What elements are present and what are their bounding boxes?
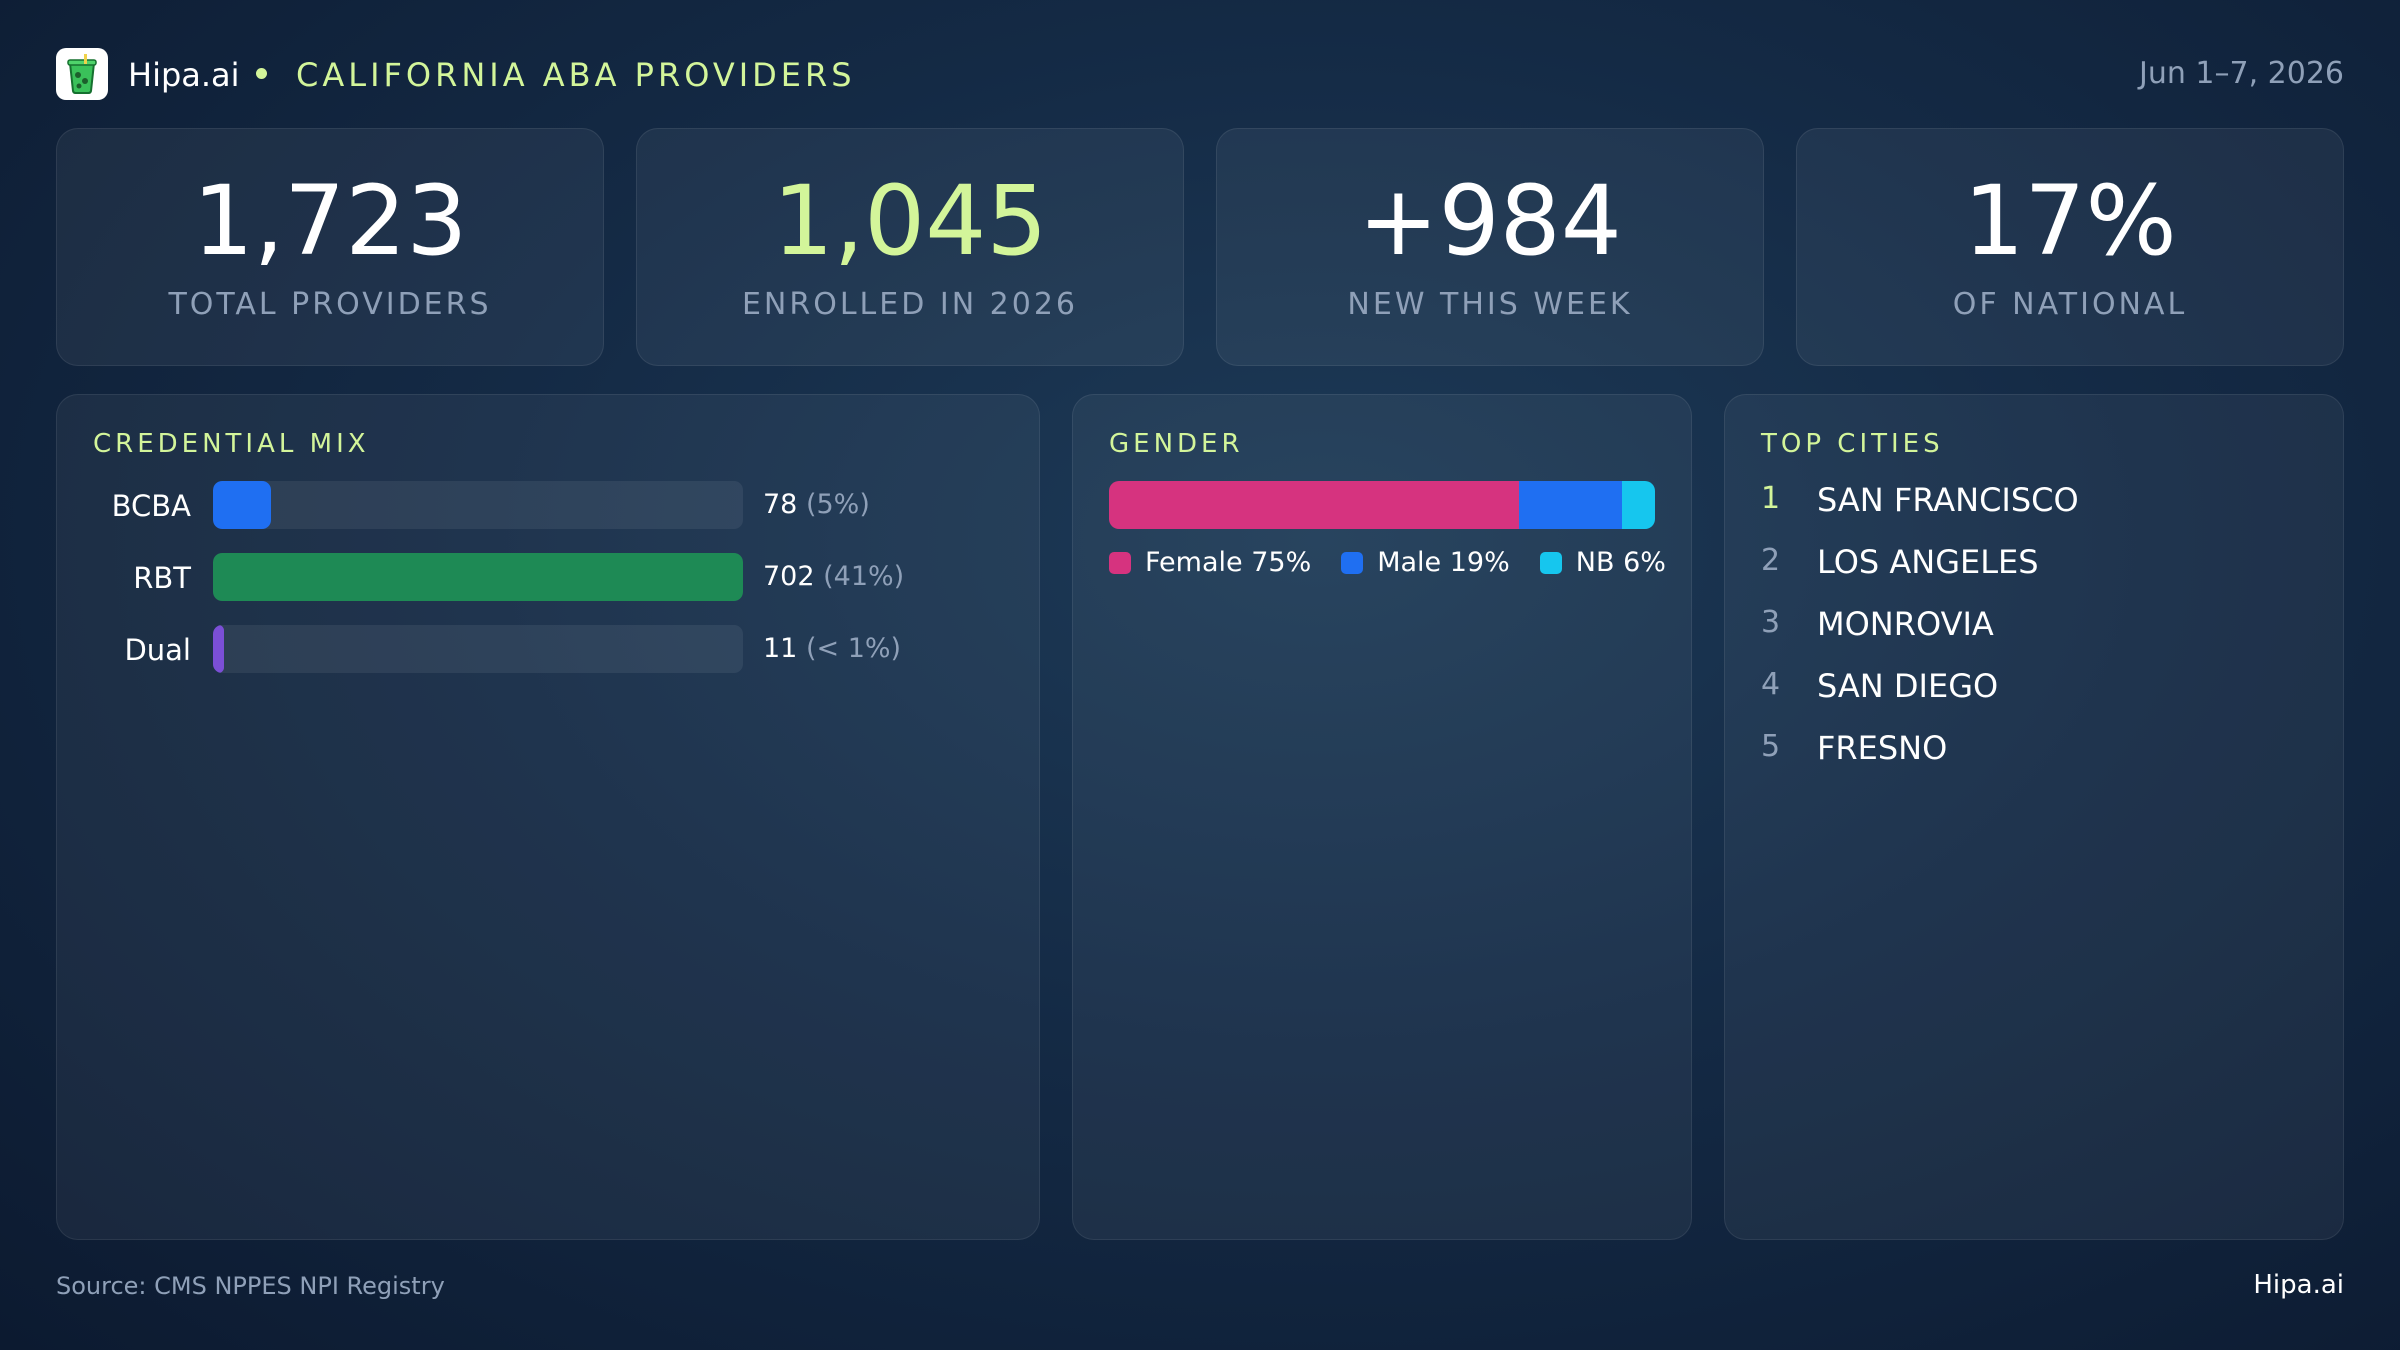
credential-row-dual: Dual 11 (< 1%) bbox=[57, 625, 1039, 673]
credential-row-rbt: RBT 702 (41%) bbox=[57, 553, 1039, 601]
separator-dot bbox=[256, 68, 267, 79]
credential-bar-track bbox=[213, 553, 743, 601]
legend-swatch bbox=[1539, 551, 1562, 574]
kpi-label: ENROLLED IN 2026 bbox=[741, 287, 1079, 322]
legend-label: Female 75% bbox=[1145, 547, 1312, 578]
credential-value: 11 (< 1%) bbox=[763, 633, 901, 664]
kpi-label: NEW THIS WEEK bbox=[1347, 287, 1633, 322]
city-name: SAN DIEGO bbox=[1817, 667, 1999, 705]
gender-legend: Female 75% Male 19% NB 6% bbox=[1109, 547, 1666, 578]
kpi-label: OF NATIONAL bbox=[1952, 287, 2188, 322]
credential-bar-track bbox=[213, 625, 743, 673]
kpi-card-of-national: 17% OF NATIONAL bbox=[1796, 128, 2344, 366]
legend-item-female: Female 75% bbox=[1109, 547, 1311, 578]
panel-title: GENDER bbox=[1109, 429, 1244, 459]
kpi-value: 17% bbox=[1963, 165, 2177, 277]
city-name: SAN FRANCISCO bbox=[1817, 481, 2079, 519]
green-cup-icon[interactable] bbox=[56, 48, 108, 100]
credential-bar-fill bbox=[213, 481, 272, 529]
header: Hipa.ai CALIFORNIA ABA PROVIDERS Jun 1–7… bbox=[56, 46, 2344, 102]
credential-value: 702 (41%) bbox=[763, 561, 904, 592]
top-cities-panel: TOP CITIES 1 SAN FRANCISCO 2 LOS ANGELES… bbox=[1724, 394, 2344, 1240]
kpi-value: +984 bbox=[1358, 165, 1622, 277]
brand-name: Hipa.ai bbox=[128, 56, 240, 94]
city-row: 1 SAN FRANCISCO bbox=[1761, 481, 2281, 521]
gender-stacked-bar bbox=[1109, 481, 1655, 529]
kpi-card-new-this-week: +984 NEW THIS WEEK bbox=[1216, 128, 1764, 366]
gender-panel: GENDER Female 75% Male 19% NB 6% bbox=[1072, 394, 1692, 1240]
kpi-value: 1,723 bbox=[192, 165, 468, 277]
city-row: 2 LOS ANGELES bbox=[1761, 543, 2281, 583]
kpi-value: 1,045 bbox=[772, 165, 1048, 277]
legend-swatch bbox=[1109, 551, 1131, 574]
city-row: 4 SAN DIEGO bbox=[1761, 667, 2281, 707]
legend-label: NB 6% bbox=[1575, 547, 1666, 578]
city-rank: 3 bbox=[1761, 605, 1781, 640]
panel-title: CREDENTIAL MIX bbox=[93, 429, 370, 459]
credential-bar-fill bbox=[213, 625, 224, 673]
credential-percent: (5%) bbox=[805, 489, 870, 520]
report-title: CALIFORNIA ABA PROVIDERS bbox=[296, 56, 856, 94]
footer-source: Source: CMS NPPES NPI Registry bbox=[56, 1272, 445, 1300]
city-row: 3 MONROVIA bbox=[1761, 605, 2281, 645]
gender-segment-male bbox=[1518, 481, 1623, 529]
gender-segment-female bbox=[1109, 481, 1519, 529]
footer-brand: Hipa.ai bbox=[2253, 1270, 2344, 1300]
date-range: Jun 1–7, 2026 bbox=[2138, 56, 2344, 91]
city-name: FRESNO bbox=[1817, 729, 1948, 767]
credential-label: BCBA bbox=[111, 489, 191, 523]
kpi-label: TOTAL PROVIDERS bbox=[168, 287, 492, 322]
city-rank: 4 bbox=[1761, 667, 1781, 702]
kpi-card-enrolled-2026: 1,045 ENROLLED IN 2026 bbox=[636, 128, 1184, 366]
credential-count: 702 bbox=[763, 561, 815, 592]
city-rank: 1 bbox=[1761, 481, 1781, 516]
credential-label: Dual bbox=[124, 633, 191, 667]
legend-swatch bbox=[1341, 551, 1364, 574]
credential-count: 78 bbox=[763, 489, 798, 520]
gender-segment-nb bbox=[1622, 481, 1655, 529]
credential-label: RBT bbox=[133, 561, 191, 595]
legend-item-male: Male 19% bbox=[1341, 547, 1510, 578]
credential-count: 11 bbox=[763, 633, 798, 664]
city-name: LOS ANGELES bbox=[1817, 543, 2039, 581]
city-rank: 2 bbox=[1761, 543, 1781, 578]
credential-bar-fill bbox=[213, 553, 743, 601]
city-name: MONROVIA bbox=[1817, 605, 1994, 643]
panel-title: TOP CITIES bbox=[1761, 429, 1944, 459]
credential-bar-track bbox=[213, 481, 743, 529]
kpi-card-total-providers: 1,723 TOTAL PROVIDERS bbox=[56, 128, 604, 366]
city-rank: 5 bbox=[1761, 729, 1781, 764]
credential-mix-panel: CREDENTIAL MIX BCBA 78 (5%) RBT 702 (41%… bbox=[56, 394, 1040, 1240]
credential-percent: (41%) bbox=[823, 561, 905, 592]
credential-row-bcba: BCBA 78 (5%) bbox=[57, 481, 1039, 529]
legend-item-nb: NB 6% bbox=[1539, 547, 1666, 578]
legend-label: Male 19% bbox=[1377, 547, 1510, 578]
credential-percent: (< 1%) bbox=[805, 633, 902, 664]
city-row: 5 FRESNO bbox=[1761, 729, 2281, 769]
credential-value: 78 (5%) bbox=[763, 489, 870, 520]
